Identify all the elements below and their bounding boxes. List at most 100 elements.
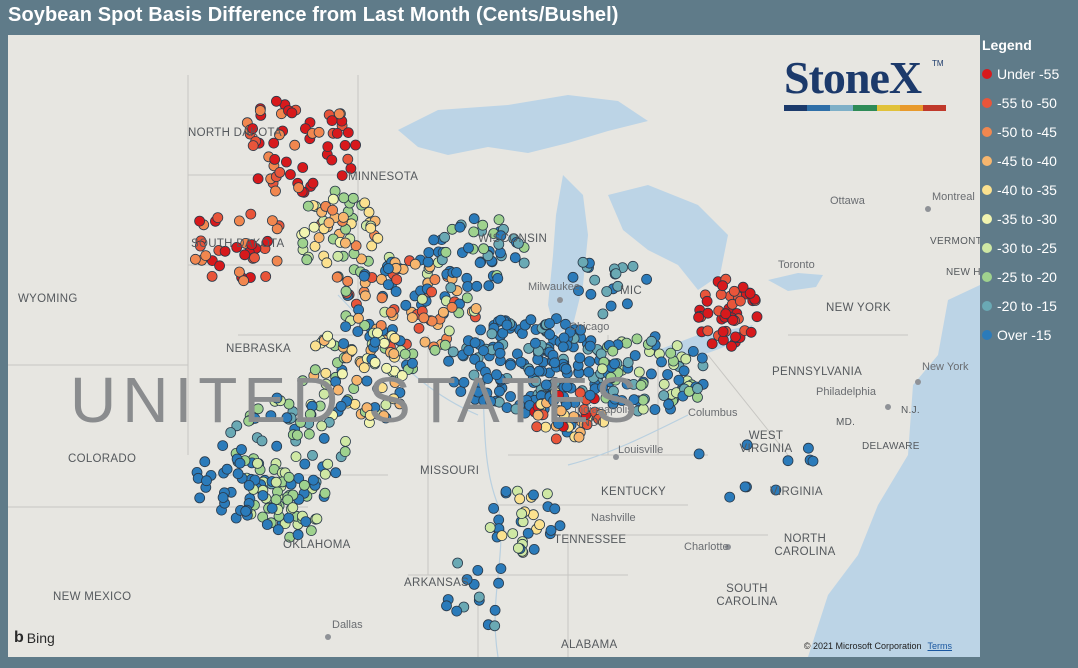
map-point[interactable] [378,410,390,422]
map-point[interactable] [321,257,333,269]
map-point[interactable] [322,141,334,152]
map-point[interactable] [489,604,501,616]
map-point[interactable] [261,519,273,530]
map-point[interactable] [422,256,434,268]
map-point[interactable] [474,257,486,269]
map-point[interactable] [247,123,259,134]
map-point[interactable] [478,243,490,255]
map-point[interactable] [493,214,505,226]
map-point[interactable] [340,435,351,447]
map-point[interactable] [299,227,311,238]
map-point[interactable] [514,493,526,505]
map-point[interactable] [491,369,502,381]
map-point[interactable] [609,393,621,405]
map-point[interactable] [478,345,489,357]
map-point[interactable] [584,340,596,352]
map-point[interactable] [361,375,373,387]
map-point[interactable] [486,328,498,340]
map-point[interactable] [646,335,657,347]
map-point[interactable] [439,339,451,351]
map-point[interactable] [310,340,321,352]
map-point[interactable] [201,475,212,487]
map-point[interactable] [231,420,243,432]
map-point[interactable] [326,115,338,126]
map-point[interactable] [741,439,753,451]
map-point[interactable] [391,274,403,286]
map-point[interactable] [233,215,245,227]
map-point[interactable] [311,513,323,525]
map-point[interactable] [303,428,315,440]
map-point[interactable] [212,212,224,224]
map-point[interactable] [295,416,307,428]
map-point[interactable] [358,362,370,374]
map-point[interactable] [512,542,524,554]
map-point[interactable] [200,250,212,262]
map-point[interactable] [751,311,763,323]
map-point[interactable] [290,451,302,463]
map-point[interactable] [292,529,304,541]
map-point[interactable] [319,468,331,480]
map-point[interactable] [554,520,566,532]
map-point[interactable] [484,522,496,533]
map-point[interactable] [284,169,296,180]
map-point[interactable] [454,221,466,233]
map-point[interactable] [283,512,295,524]
map-point[interactable] [533,365,545,377]
map-point[interactable] [692,383,703,394]
map-point[interactable] [236,444,247,455]
map-point[interactable] [350,139,362,151]
map-point[interactable] [493,577,505,589]
map-point[interactable] [470,303,482,314]
map-point[interactable] [696,352,708,364]
map-point[interactable] [596,363,608,375]
map-point[interactable] [493,385,505,397]
map-point[interactable] [313,126,325,138]
map-point[interactable] [662,369,673,380]
map-point[interactable] [339,237,351,249]
map-point[interactable] [577,256,589,268]
map-point[interactable] [239,249,251,261]
map-point[interactable] [287,502,299,514]
map-point[interactable] [633,366,645,378]
map-point[interactable] [332,250,344,262]
map-point[interactable] [532,409,544,421]
map-point[interactable] [389,332,401,344]
map-point[interactable] [782,455,794,467]
map-point[interactable] [389,377,401,388]
map-point[interactable] [629,350,641,361]
map-canvas[interactable]: NORTH DAKOTA MINNESOTA SOUTH DAKOTA WISC… [8,35,980,657]
map-point[interactable] [366,240,378,252]
map-point[interactable] [336,170,348,182]
map-point[interactable] [516,508,527,520]
map-point[interactable] [730,331,741,343]
map-point[interactable] [658,390,670,401]
map-point[interactable] [631,333,643,345]
map-point[interactable] [376,292,388,304]
map-point[interactable] [206,270,218,282]
map-point[interactable] [327,204,339,216]
map-point[interactable] [574,352,586,364]
map-point[interactable] [273,129,285,141]
map-point[interactable] [340,285,352,297]
map-point[interactable] [233,266,245,278]
map-point[interactable] [217,492,229,503]
map-point[interactable] [219,245,231,257]
map-point[interactable] [715,289,727,301]
map-point[interactable] [265,410,277,422]
map-point[interactable] [407,357,418,369]
map-point[interactable] [320,367,332,379]
map-point[interactable] [297,237,309,249]
map-point[interactable] [745,326,757,338]
map-point[interactable] [641,273,652,285]
map-point[interactable] [232,468,244,480]
map-point[interactable] [199,456,211,468]
map-point[interactable] [443,325,455,337]
map-point[interactable] [256,435,268,447]
map-point[interactable] [338,338,350,350]
map-point[interactable] [727,314,739,326]
map-point[interactable] [371,327,383,339]
map-point[interactable] [243,479,255,491]
map-point[interactable] [318,432,330,444]
map-point[interactable] [528,489,539,501]
map-point[interactable] [461,574,473,585]
